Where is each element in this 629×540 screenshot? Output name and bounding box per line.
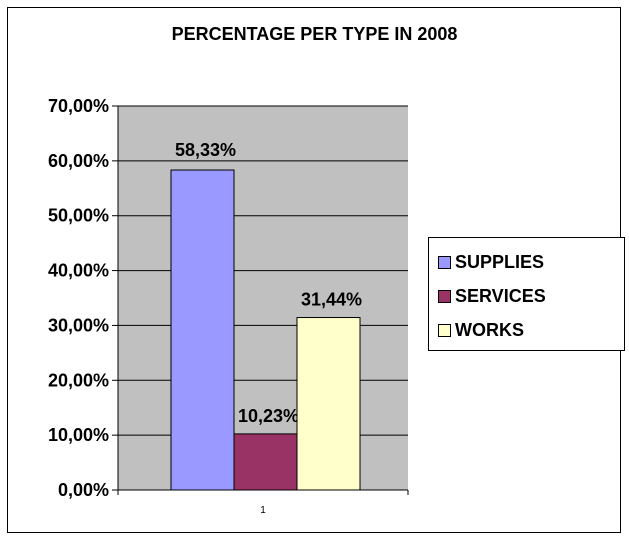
data-label-supplies: 58,33% (175, 140, 236, 160)
legend-swatch-works (438, 323, 451, 337)
legend-swatch-services (438, 289, 451, 303)
legend-label-services: SERVICES (455, 285, 546, 306)
legend-swatch-supplies (438, 255, 451, 269)
legend-label-works: WORKS (455, 319, 524, 340)
chart-title: PERCENTAGE PER TYPE IN 2008 (171, 24, 458, 44)
data-label-services: 10,23% (238, 406, 299, 426)
plot-area (118, 106, 408, 490)
x-tick-label: 1 (260, 505, 266, 516)
y-tick-label: 20,00% (48, 370, 109, 390)
data-label-works: 31,44% (301, 290, 362, 310)
bar-works (296, 317, 361, 491)
y-tick-label: 30,00% (48, 315, 109, 335)
y-tick-label: 70,00% (48, 96, 109, 116)
legend-item-works: WORKS (438, 319, 524, 341)
y-tick-label: 40,00% (48, 261, 109, 281)
legend-label-supplies: SUPPLIES (455, 251, 545, 272)
bar-supplies (170, 169, 235, 491)
legend-item-services: SERVICES (438, 285, 546, 307)
chart-legend: SUPPLIES SERVICES WORKS (428, 237, 625, 351)
legend-item-supplies: SUPPLIES (438, 251, 544, 273)
y-tick-label: 10,00% (48, 425, 109, 445)
bar-services (233, 433, 298, 491)
y-tick-label: 0,00% (58, 480, 109, 500)
y-tick-label: 60,00% (48, 151, 109, 171)
y-tick-label: 50,00% (48, 206, 109, 226)
